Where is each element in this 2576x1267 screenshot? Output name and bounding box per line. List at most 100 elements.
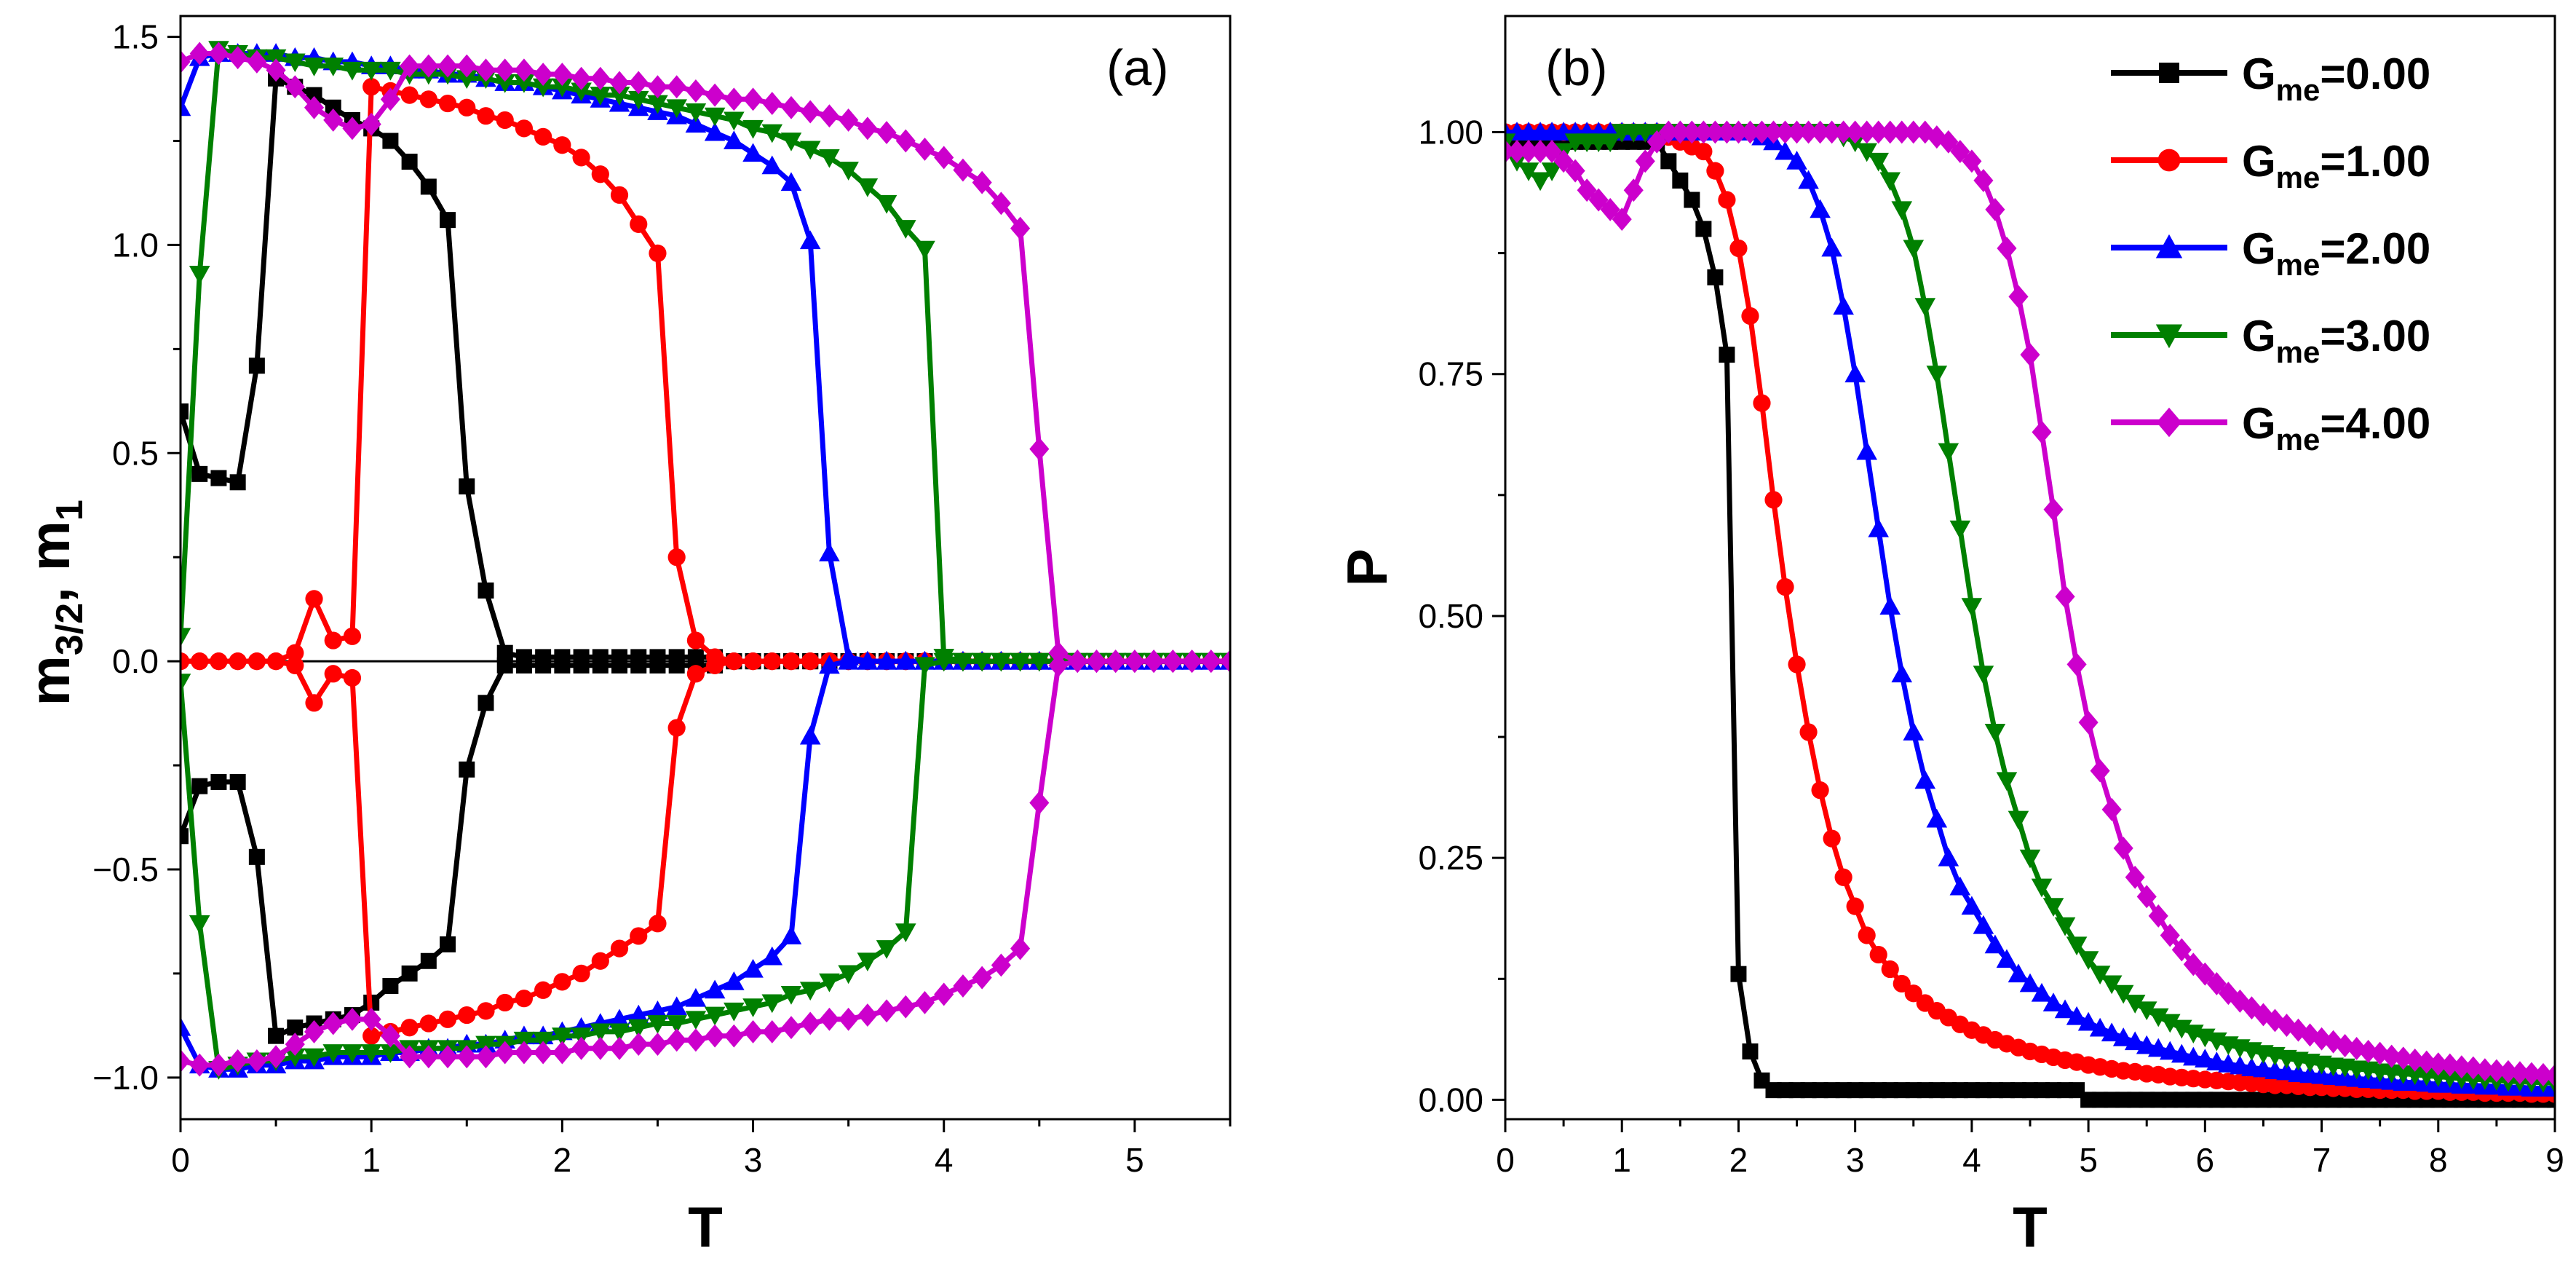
panel-a-series-2-m1-point	[876, 650, 897, 670]
panel-a-series-4-m1-point	[1182, 650, 1202, 674]
panel-a-series-3-m32-point	[857, 178, 879, 197]
panel-a-series-1-m1-point	[667, 719, 686, 737]
panel-b-series-2-point	[2159, 1041, 2181, 1060]
panel-a-x-axis-title: T	[688, 1195, 723, 1259]
panel-b-series-4-point	[1658, 120, 1679, 144]
legend-label-4: Gme=4.00	[2242, 399, 2430, 457]
panel-b-series-4-point	[2043, 497, 2064, 521]
panel-a-series-3-m32-point	[761, 124, 783, 143]
panel-a-series-2-m32-point	[780, 172, 802, 192]
panel-a-series-4-m1-point	[437, 1045, 458, 1069]
panel-a-series-2-m1-point	[609, 1009, 630, 1028]
panel-a-series-3-m1-point	[685, 1011, 707, 1030]
panel-a-series-4-m1-point	[228, 1049, 248, 1073]
panel-a-series-3-m1-point	[857, 952, 879, 972]
panel-a-frame	[179, 15, 1232, 1121]
panel-a-series-3-m1-point	[933, 652, 955, 672]
panel-b-series-1-point	[1776, 577, 1794, 596]
panel-a-series-4-m1-point	[419, 1045, 439, 1069]
panel-a-series-1-m32-point	[591, 165, 609, 183]
panel-b-series-1-point	[1811, 781, 1829, 800]
panel-b-y-tick-label: 0.25	[1418, 839, 1483, 877]
panel-b-series-4-point	[2008, 285, 2029, 309]
panel-a-series-3-m32-point	[685, 103, 707, 122]
panel-b-series-3-point	[1984, 723, 2006, 743]
panel-a-series-1-m32-point	[667, 548, 686, 567]
panel-a-series-4-m32-point	[876, 121, 897, 145]
panel-b-series-3-point	[1903, 240, 1925, 259]
panel-a-series-3-m32-point	[742, 119, 764, 139]
panel-a-series-3-m1-point	[285, 1048, 306, 1067]
panel-b-series-4-point	[1775, 120, 1796, 144]
panel-a-series-3-m1-point	[704, 1006, 726, 1026]
panel-b-series-3-point	[2054, 917, 2076, 936]
panel-b-series-4-point	[2241, 996, 2262, 1020]
panel-a-series-4-m1-point	[266, 1045, 286, 1069]
panel-a-series-4-m32-point	[495, 58, 515, 82]
panel-a-series-4-m32-point	[953, 158, 973, 182]
panel-b-series-4-point	[1822, 120, 1842, 144]
panel-b-series-1-point	[1881, 960, 1899, 979]
panel-a-y-tick-label: 1.5	[112, 18, 159, 56]
panel-a-series-2-m1-point	[627, 1004, 649, 1024]
legend-marker-3	[2155, 324, 2183, 349]
panel-a-x-tick-label: 2	[553, 1141, 572, 1179]
panel-a-series-4-m1-point	[914, 990, 935, 1014]
panel-a-series-3-m1-point	[838, 965, 859, 984]
panel-b-series-4-point	[2136, 885, 2157, 909]
panel-b-series-4-point	[2417, 1050, 2437, 1074]
panel-a-series-0-m1-point	[401, 965, 418, 982]
panel-a-series-0-m1-point	[668, 657, 685, 674]
panel-a-series-4-m1-point	[934, 982, 954, 1006]
panel-a-series-3-m1-point	[189, 915, 210, 934]
panel-a-series-4-m1-point	[456, 1045, 477, 1069]
panel-b-series-4-point	[1950, 140, 1970, 164]
panel-b-series-3-point	[2031, 878, 2053, 898]
panel-a-series-0-m32-point	[496, 644, 513, 661]
panel-b-series-4-point	[1751, 120, 1772, 144]
panel-a-series-2-m1-point	[780, 925, 802, 944]
panel-b-series-4-point	[1845, 120, 1866, 144]
panel-a-x-tick-label: 0	[171, 1141, 190, 1179]
panel-a-y-axis-title-sub2: 1	[49, 500, 91, 521]
panel-b-series-4-point	[1588, 188, 1609, 212]
panel-b-series-1-point	[1823, 829, 1841, 848]
panel-a-series-3-m1-point	[761, 994, 783, 1014]
panel-b-series-4-point	[1938, 130, 1959, 154]
panel-a-series-4-m32-point	[342, 117, 362, 141]
panel-a-series-3-m1-point	[360, 1044, 382, 1063]
panel-a-series-2-m1-point	[704, 979, 726, 999]
legend-marker-4	[2156, 407, 2182, 438]
panel-a-series-4-m32-point	[514, 58, 534, 82]
panel-a-series-1-m32-point	[496, 111, 514, 130]
panel-b-series-4-point	[2475, 1058, 2495, 1082]
panel-a-series-4-m1-point	[1010, 936, 1031, 960]
panel-a-series-0-m1-point	[287, 1019, 304, 1036]
panel-a-series-2-m32-point	[181, 97, 191, 117]
panel-a-series-3-m1-point	[1010, 652, 1031, 672]
panel-a-series-4-m1-point	[800, 1011, 820, 1035]
panel-b-series-1-point	[1695, 142, 1713, 161]
panel-a-series-4-m32-point	[304, 95, 325, 119]
panel-a-series-1-m32-point	[610, 186, 629, 204]
panel-a-series-3-m32-point	[780, 133, 802, 151]
legend-marker-2	[2155, 234, 2183, 258]
panel-b-series-4-point	[2171, 938, 2192, 962]
panel-b-series-4-point	[1530, 140, 1550, 164]
panel-a-series-4-m32-point	[934, 146, 954, 170]
panel-a-series-0-m32-point	[401, 154, 418, 170]
panel-a-x-tick-label: 3	[744, 1141, 763, 1179]
panel-b-series-4-point	[2113, 836, 2133, 860]
panel-a-series-3-m32-point	[571, 82, 592, 102]
panel-a-series-2-m32-point	[685, 114, 707, 133]
panel-a-series-1-m1-point	[210, 652, 228, 671]
panel-b-series-4-point	[2032, 420, 2052, 444]
panel-b-series-3-point	[2089, 966, 2111, 984]
panel-a: 0 1 2 3 4 5 −1.0 −0.5 0.0 0.5 1.0 1.5 (a) T m3/2, m…	[17, 15, 1232, 1259]
panel-b-x-tick-label: 2	[1729, 1141, 1748, 1179]
panel-a-series-0-m1-point	[592, 657, 609, 674]
panel-b-series-2-point	[2031, 982, 2053, 1002]
panel-a-series-4-m1-point	[647, 1033, 668, 1057]
panel-b-ticks: 0 1 2 3 4 5 6 7 8 9 0.00 0.25 0.50 0.75 1.00	[1418, 113, 2564, 1179]
panel-b-series-4-point	[2020, 343, 2040, 367]
